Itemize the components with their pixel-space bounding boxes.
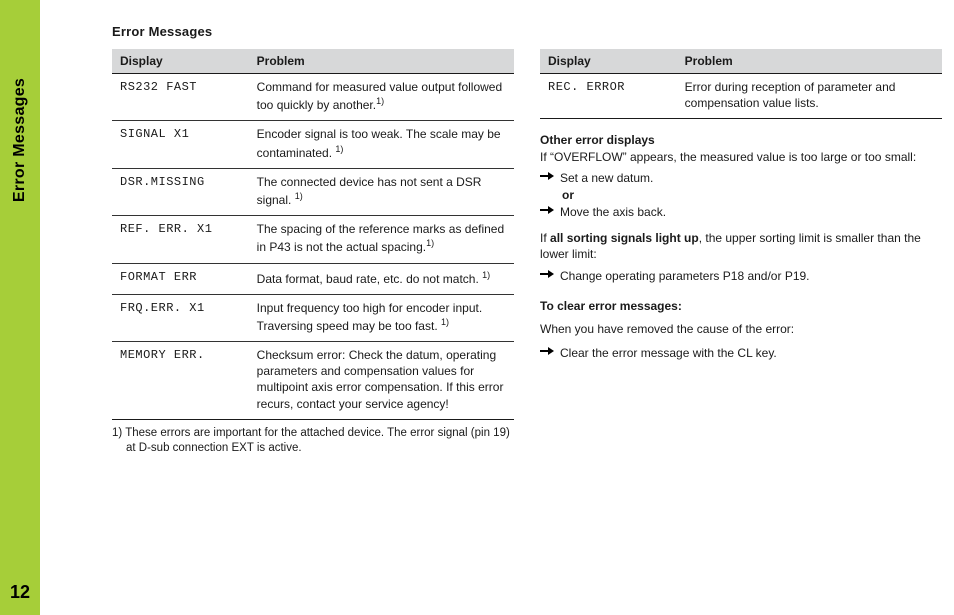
cell-display: RS232 FAST: [112, 74, 249, 121]
table-row: RS232 FAST Command for measured value ou…: [112, 74, 514, 121]
table-header-row: Display Problem: [540, 49, 942, 74]
content-columns: Display Problem RS232 FAST Command for m…: [112, 49, 942, 457]
col-header-problem: Problem: [677, 49, 942, 74]
cell-display: SIGNAL X1: [112, 121, 249, 168]
footnote-ref: 1): [482, 270, 490, 280]
table-row: FORMAT ERR Data format, baud rate, etc. …: [112, 263, 514, 294]
bullet-item: Move the axis back.: [540, 204, 942, 220]
cell-problem: The connected device has not sent a DSR …: [249, 168, 514, 215]
cell-problem: Command for measured value output follow…: [249, 74, 514, 121]
error-table-right: Display Problem REC. ERROR Error during …: [540, 49, 942, 119]
paragraph: If all sorting signals light up, the upp…: [540, 230, 942, 262]
arrow-icon: [540, 171, 554, 181]
cell-display: FORMAT ERR: [112, 263, 249, 294]
bullet-text: Clear the error message with the CL key.: [560, 345, 777, 361]
arrow-icon: [540, 346, 554, 356]
or-separator: or: [562, 188, 942, 202]
page-title: Error Messages: [112, 24, 924, 39]
section-tab: Error Messages: [0, 0, 40, 280]
sub-heading-clear: To clear error messages:: [540, 299, 942, 313]
paragraph: When you have removed the cause of the e…: [540, 321, 942, 337]
footnote-ref: 1): [376, 96, 384, 106]
table-row: REF. ERR. X1 The spacing of the referenc…: [112, 216, 514, 263]
col-header-problem: Problem: [249, 49, 514, 74]
cell-display: MEMORY ERR.: [112, 342, 249, 420]
table-row: SIGNAL X1 Encoder signal is too weak. Th…: [112, 121, 514, 168]
paragraph: If “OVERFLOW” appears, the measured valu…: [540, 149, 942, 165]
bullet-text: Change operating parameters P18 and/or P…: [560, 268, 810, 284]
table-header-row: Display Problem: [112, 49, 514, 74]
bullet-item: Set a new datum.: [540, 170, 942, 186]
footnote-ref: 1): [295, 191, 303, 201]
table-row: DSR.MISSING The connected device has not…: [112, 168, 514, 215]
footnote: 1) These errors are important for the at…: [112, 426, 514, 457]
cell-problem: The spacing of the reference marks as de…: [249, 216, 514, 263]
cell-display: FRQ.ERR. X1: [112, 294, 249, 341]
sub-heading-other: Other error displays: [540, 133, 942, 147]
column-left: Display Problem RS232 FAST Command for m…: [112, 49, 514, 457]
page-number: 12: [0, 582, 40, 603]
cell-problem: Encoder signal is too weak. The scale ma…: [249, 121, 514, 168]
cell-display: REC. ERROR: [540, 74, 677, 119]
footnote-ref: 1): [441, 317, 449, 327]
bold-text: all sorting signals light up: [550, 231, 699, 245]
bullet-item: Change operating parameters P18 and/or P…: [540, 268, 942, 284]
bullet-item: Clear the error message with the CL key.: [540, 345, 942, 361]
column-right: Display Problem REC. ERROR Error during …: [540, 49, 942, 457]
cell-display: REF. ERR. X1: [112, 216, 249, 263]
footnote-ref: 1): [335, 144, 343, 154]
footnote-ref: 1): [426, 238, 434, 248]
error-table-left: Display Problem RS232 FAST Command for m…: [112, 49, 514, 420]
col-header-display: Display: [112, 49, 249, 74]
section-tab-label: Error Messages: [11, 78, 29, 202]
cell-problem: Checksum error: Check the datum, operati…: [249, 342, 514, 420]
cell-problem: Input frequency too high for encoder inp…: [249, 294, 514, 341]
bullet-text: Set a new datum.: [560, 170, 653, 186]
page: Error Messages 12 Error Messages Display…: [0, 0, 954, 615]
table-row: MEMORY ERR. Checksum error: Check the da…: [112, 342, 514, 420]
bullet-text: Move the axis back.: [560, 204, 666, 220]
table-row: FRQ.ERR. X1 Input frequency too high for…: [112, 294, 514, 341]
cell-problem: Data format, baud rate, etc. do not matc…: [249, 263, 514, 294]
table-row: REC. ERROR Error during reception of par…: [540, 74, 942, 119]
col-header-display: Display: [540, 49, 677, 74]
cell-display: DSR.MISSING: [112, 168, 249, 215]
arrow-icon: [540, 205, 554, 215]
arrow-icon: [540, 269, 554, 279]
cell-problem: Error during reception of parameter and …: [677, 74, 942, 119]
